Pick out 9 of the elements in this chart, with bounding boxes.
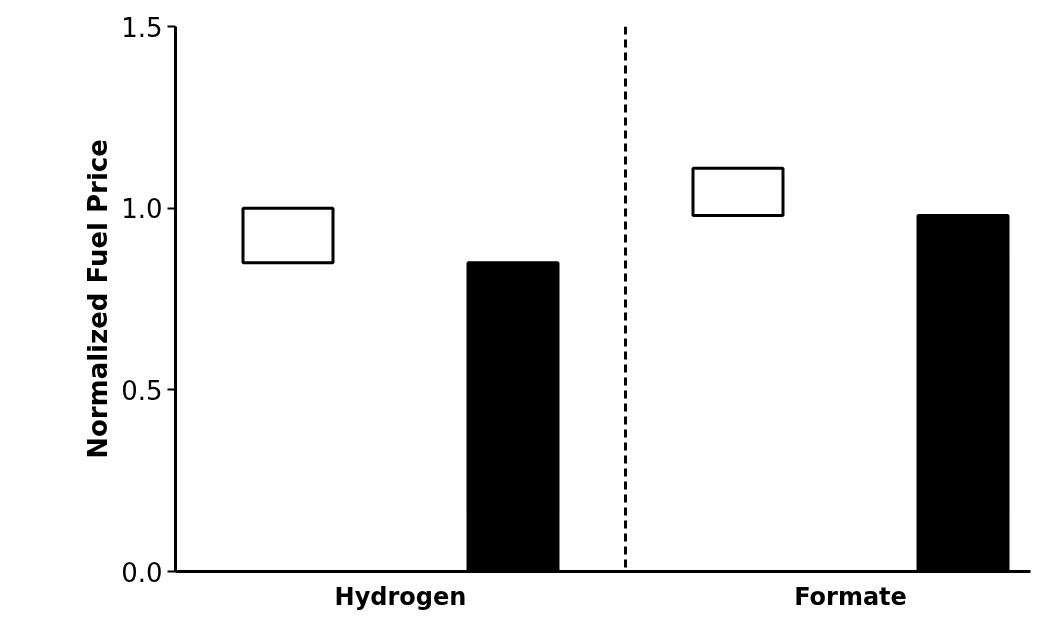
bar (241, 206, 335, 265)
y-tick-label: 1.5 (121, 12, 163, 43)
x-tick-label: Hydrogen (334, 582, 467, 611)
bar (691, 166, 785, 217)
y-tick-label: 0.0 (121, 557, 163, 588)
x-tick-label: Formate (794, 582, 907, 611)
y-tick-label: 1.0 (121, 194, 163, 225)
y-axis-title: Normalized Fuel Price (83, 139, 114, 459)
y-tick-label: 0.5 (121, 375, 163, 406)
